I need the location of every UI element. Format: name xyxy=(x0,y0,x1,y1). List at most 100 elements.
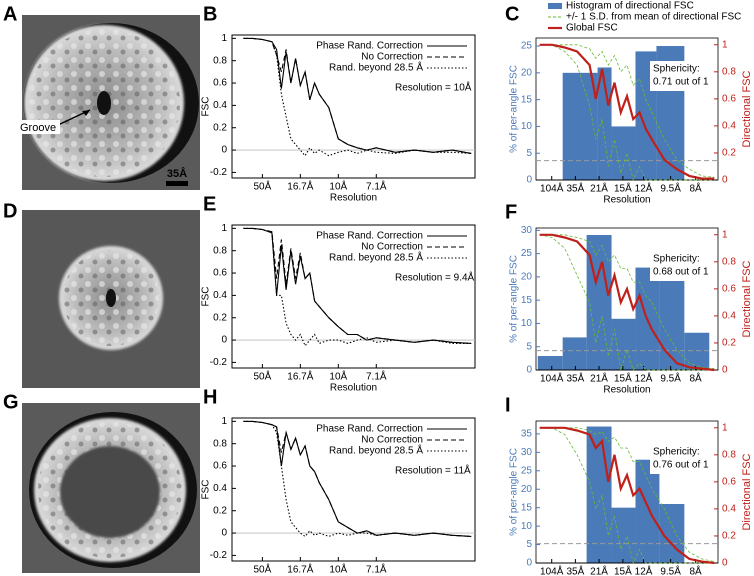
y-tick-label: 5 xyxy=(526,539,532,550)
y2-axis-label: Directional FSC xyxy=(741,70,753,147)
x-tick-label: 50Å xyxy=(253,563,271,576)
y-tick-label: 0 xyxy=(526,175,532,186)
y2-tick-label: 1 xyxy=(722,39,728,50)
histogram-bar xyxy=(635,459,660,563)
plot-frame xyxy=(231,34,476,179)
y2-tick-label: 0.6 xyxy=(722,476,736,487)
sd-lower-line xyxy=(539,44,715,182)
y-tick-label: -0.2 xyxy=(210,167,228,178)
x-tick-label: 8Å xyxy=(689,565,702,576)
y2-tick-label: 0.8 xyxy=(722,66,736,77)
y2-tick-label: 1 xyxy=(722,422,728,433)
y2-tick-label: 0.6 xyxy=(722,93,736,104)
y-axis-label: FSC xyxy=(201,480,212,500)
legend-label: Phase Rand. Correction xyxy=(316,41,423,52)
y-tick-label: 1 xyxy=(221,416,227,427)
y2-tick-label: 0.2 xyxy=(722,338,736,349)
x-axis-label: Resolution xyxy=(603,195,650,206)
y-tick-label: 20 xyxy=(521,272,533,283)
y-tick-label: -0.2 xyxy=(210,357,228,368)
y-tick-label: 5 xyxy=(526,341,532,352)
x-tick-label: 21Å xyxy=(590,565,608,576)
sd-upper-line xyxy=(539,427,715,562)
x-tick-label: 16.7Å xyxy=(287,180,313,193)
fsc-line xyxy=(243,37,472,154)
x-tick-label: 9.5Å xyxy=(660,182,681,195)
x-tick-label: 10Å xyxy=(329,180,347,193)
panel-label: B xyxy=(203,3,217,25)
legend-label: Rand. beyond 28.5 Å xyxy=(329,251,423,264)
panel-label: F xyxy=(505,201,517,223)
y2-tick-label: 0.8 xyxy=(722,256,736,267)
y2-tick-label: 0.6 xyxy=(722,283,736,294)
legend-label: Global FSC xyxy=(566,23,618,34)
y-tick-label: 25 xyxy=(521,41,533,52)
image-d xyxy=(22,210,200,388)
scale-bar-label: 35Å xyxy=(167,167,187,180)
annotation: Sphericity: xyxy=(653,64,700,75)
x-tick-label: 9.5Å xyxy=(660,565,681,576)
legend-label: Rand. beyond 28.5 Å xyxy=(329,61,423,74)
y-tick-label: 0 xyxy=(221,335,227,346)
y-tick-label: 0.2 xyxy=(213,122,227,133)
plot-frame xyxy=(231,417,476,562)
y-axis-label: % of per-angle FSC xyxy=(509,65,520,153)
fsc-line xyxy=(243,37,472,157)
y-tick-label: 0 xyxy=(221,145,227,156)
x-tick-label: 16.7Å xyxy=(287,563,313,576)
y-tick-label: 0.4 xyxy=(213,290,227,301)
y2-tick-label: 0.4 xyxy=(722,121,736,132)
y-axis-label: % of per-angle FSC xyxy=(509,448,520,536)
image-a: Groove 35Å xyxy=(18,15,200,190)
fsc-line xyxy=(243,420,472,537)
panel-label: H xyxy=(203,386,217,408)
y-tick-label: 0.4 xyxy=(213,100,227,111)
y-tick-label: 10 xyxy=(521,318,533,329)
x-tick-label: 10Å xyxy=(329,563,347,576)
histogram-bar xyxy=(562,72,598,180)
y2-tick-label: 0 xyxy=(722,558,728,569)
y-axis-label: % of per-angle FSC xyxy=(509,255,520,343)
x-tick-label: 35Å xyxy=(566,565,584,576)
y-axis-label: FSC xyxy=(201,287,212,307)
y-tick-label: 0.6 xyxy=(213,461,227,472)
y2-tick-label: 0.8 xyxy=(722,449,736,460)
x-tick-label: 12Å xyxy=(635,372,653,385)
y-tick-label: 15 xyxy=(521,295,533,306)
y-tick-label: 5 xyxy=(526,148,532,159)
legend-label: Rand. beyond 28.5 Å xyxy=(329,444,423,457)
y-tick-label: 15 xyxy=(521,502,533,513)
y-tick-label: 0.8 xyxy=(213,438,227,449)
x-tick-label: 12Å xyxy=(635,565,653,576)
y-tick-label: 0.6 xyxy=(213,78,227,89)
x-tick-label: 15Å xyxy=(614,182,632,195)
y2-tick-label: 0 xyxy=(722,175,728,186)
annotation: Sphericity: xyxy=(653,447,700,458)
x-tick-label: 104Å xyxy=(540,182,564,195)
legend-label: No Correction xyxy=(361,52,423,63)
histogram-bar xyxy=(586,426,612,563)
histogram-bar xyxy=(537,356,563,370)
annotation: Resolution = 10Å xyxy=(395,81,472,94)
x-tick-label: 8Å xyxy=(689,372,702,385)
global-fsc-line xyxy=(539,426,715,565)
sd-upper-line xyxy=(539,234,715,369)
histogram-bar xyxy=(597,67,612,180)
x-tick-label: 7.1Å xyxy=(366,563,387,576)
image-annotation: Groove xyxy=(20,122,56,134)
y-tick-label: 0.6 xyxy=(213,268,227,279)
y-tick-label: 0.8 xyxy=(213,245,227,256)
legend-label: Phase Rand. Correction xyxy=(316,424,423,435)
y-tick-label: -0.2 xyxy=(210,550,228,561)
y2-axis-label: Directional FSC xyxy=(741,453,753,530)
fsc-line xyxy=(243,227,472,344)
y2-tick-label: 0.4 xyxy=(722,504,736,515)
y2-tick-label: 0.2 xyxy=(722,531,736,542)
sd-lower-line xyxy=(539,427,715,565)
y2-axis-label: Directional FSC xyxy=(741,260,753,337)
legend-label: No Correction xyxy=(361,242,423,253)
y-tick-label: 0 xyxy=(526,558,532,569)
y2-tick-label: 0.4 xyxy=(722,311,736,322)
x-tick-label: 50Å xyxy=(253,370,271,383)
